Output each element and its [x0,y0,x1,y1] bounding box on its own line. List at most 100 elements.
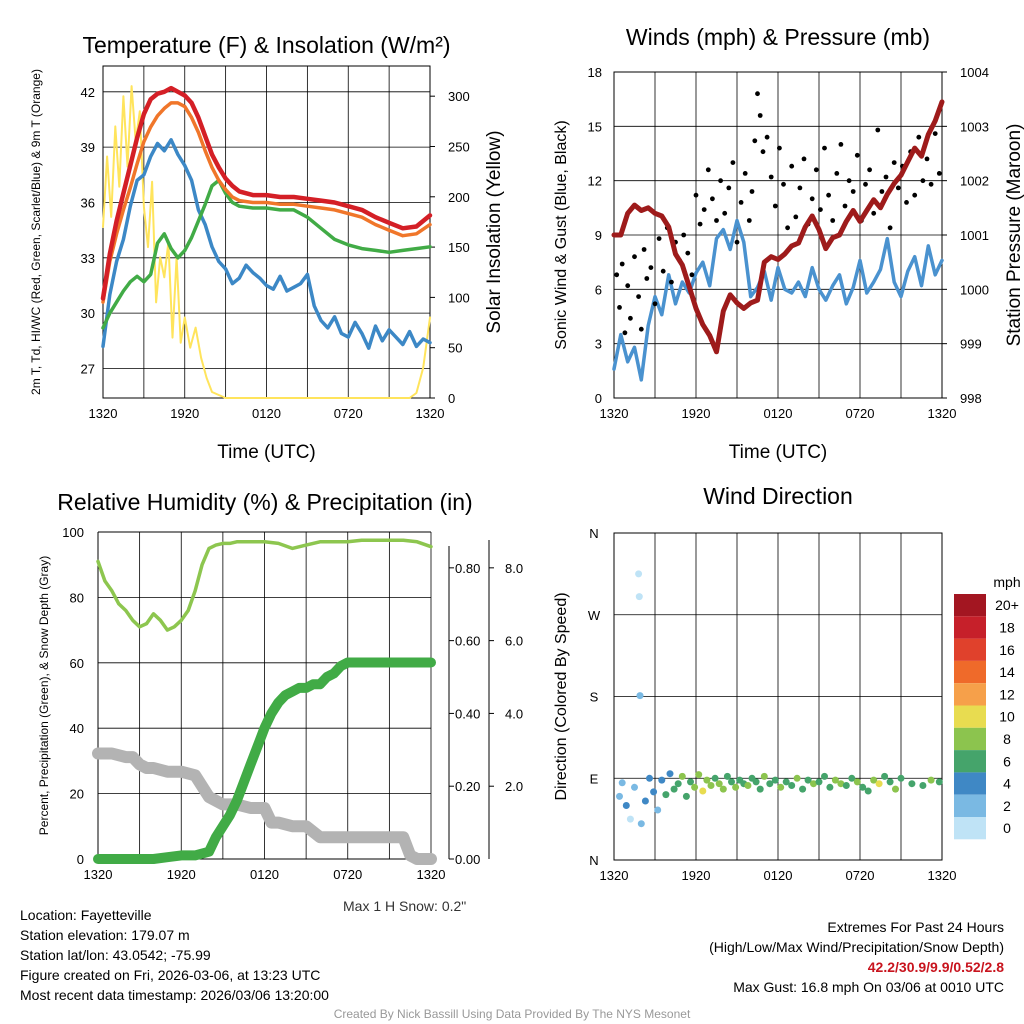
direction-point [637,820,645,828]
gust-point [809,196,815,202]
colorbar-swatch [954,683,986,706]
gust-point [619,261,625,267]
y-tick-label-left: 33 [81,251,95,266]
gust-point [875,127,881,133]
direction-point [654,806,662,814]
colorbar-swatch [954,817,986,840]
direction-point [682,792,690,800]
max-snow-note: Max 1 H Snow: 0.2" [343,898,467,914]
y-tick-label-right: 999 [960,337,982,352]
direction-point [760,772,768,780]
x-tick-label: 1320 [600,868,629,883]
gust-point [781,181,786,187]
gust-point [904,200,909,205]
chart-title: Wind Direction [703,483,853,509]
gust-point [726,185,732,191]
direction-point [815,778,823,786]
x-tick-label: 0720 [334,406,363,421]
gust-point [614,272,620,278]
y-tick-label-left: 9 [595,228,602,243]
gust-point [638,326,644,332]
direction-point [662,791,670,799]
direction-point [756,785,764,793]
colorbar-tick-label: 0 [1003,820,1011,836]
direction-point [646,774,653,782]
direction-point [848,774,856,782]
gust-point [793,214,799,220]
y-tick-label-right2: 8.0 [505,561,523,576]
x-tick-label: 1320 [600,406,629,421]
y-tick-label-left: W [588,608,601,623]
direction-point [870,776,878,784]
gust-point [842,203,848,209]
gust-point [891,160,897,166]
gust-point [722,210,728,216]
direction-point [752,778,760,786]
gust-point [887,225,893,231]
direction-point [766,780,774,788]
direction-point [635,593,643,601]
gust-point [660,268,666,274]
gust-point [705,167,711,173]
direction-point [804,776,812,784]
y-tick-label-left: 39 [81,140,95,155]
direction-point [897,774,905,782]
colorbar-swatch [954,594,986,617]
figure-created: Figure created on Fri, 2026-03-06, at 13… [20,967,321,983]
gust-point [697,221,703,227]
y-axis-label-left: 2m T, Td, HI/WC (Red, Green, Scarlet/Blu… [29,69,43,395]
y-tick-label-left: 20 [70,787,84,802]
y-tick-label-left: 27 [81,361,95,376]
x-tick-label: 1920 [682,868,711,883]
y-tick-label-right: 1002 [960,174,989,189]
x-tick-label: 0120 [250,867,279,882]
series-solar-yellow [102,85,431,399]
gust-point [801,156,807,162]
y-tick-label-left: 3 [595,337,602,352]
y-tick-label-left: 60 [70,656,84,671]
extremes-subtitle: (High/Low/Max Wind/Precipitation/Snow De… [709,939,1004,955]
x-tick-label: 1320 [416,406,445,421]
direction-point [782,778,790,786]
direction-point [875,780,883,788]
direction-point [703,776,711,784]
gust-point [734,239,740,245]
station-latlon: Station lat/lon: 43.0542; -75.99 [20,947,211,963]
gust-point [895,185,901,191]
y-tick-label-right1: 0.40 [455,706,480,721]
y-axis-label-left: Percent, Precipitation (Green), & Snow D… [37,556,51,835]
gust-point [648,265,654,270]
gust-point [863,181,868,187]
direction-point [799,785,807,793]
chart-title: Relative Humidity (%) & Precipitation (i… [57,489,472,515]
gust-point [628,315,633,321]
gust-point [738,200,744,205]
y-tick-label-left: N [589,853,598,868]
direction-point [864,787,872,795]
gust-point [752,138,758,144]
gust-point [936,171,942,176]
colorbar-tick-label: 14 [999,664,1015,680]
gust-point [777,145,782,151]
gust-point [681,232,687,238]
direction-point [732,783,740,791]
station-elevation: Station elevation: 179.07 m [20,927,190,943]
direction-point [728,778,735,786]
y-tick-label-right: 0 [448,391,455,406]
colorbar-swatch [954,772,986,795]
gust-point [879,189,885,194]
gust-point [920,178,926,184]
direction-point [715,780,723,788]
gust-point [928,181,934,187]
direction-point [744,782,752,789]
y-tick-label-left: E [590,771,599,786]
extremes-panel: Extremes For Past 24 Hours (High/Low/Max… [709,917,1004,997]
direction-point [837,780,845,788]
series-precipitation [93,657,436,864]
direction-point [691,783,699,791]
x-tick-label: 0720 [333,867,362,882]
credit-line: Created By Nick Bassill Using Data Provi… [333,1007,691,1021]
direction-point [674,780,682,788]
direction-point [635,570,643,578]
x-tick-label: 1920 [682,406,711,421]
